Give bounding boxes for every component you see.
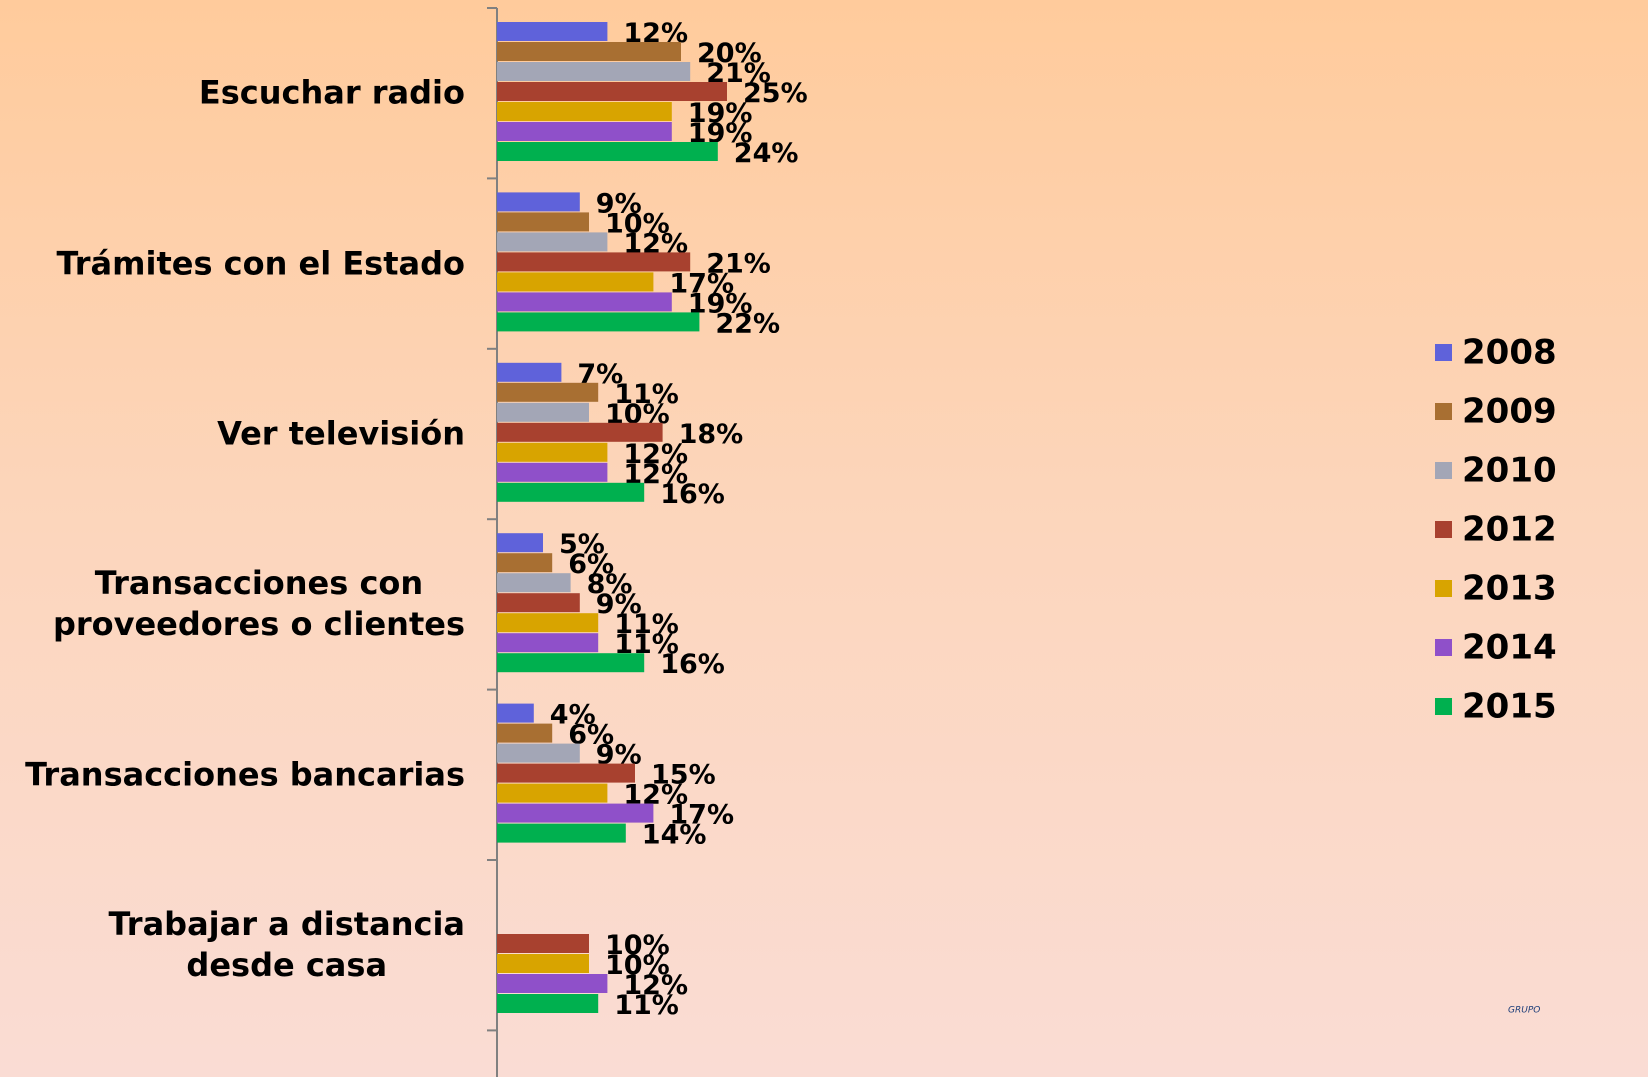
value-label: 12% — [623, 970, 688, 1001]
value-label: 19% — [688, 98, 753, 129]
value-label: 24% — [734, 138, 799, 169]
bar — [497, 954, 589, 973]
legend-label: 2008 — [1462, 333, 1557, 373]
bar — [497, 142, 718, 161]
category-label: Ver televisión — [217, 414, 465, 453]
value-label: 6% — [568, 549, 614, 580]
value-label: 22% — [715, 308, 780, 339]
category-label: Trámites con el Estado — [56, 244, 465, 283]
value-label: 16% — [660, 479, 725, 510]
bar — [497, 82, 727, 101]
value-label: 9% — [596, 589, 642, 620]
bar — [497, 252, 691, 272]
legend-label: 2012 — [1462, 510, 1557, 550]
value-label: 17% — [669, 800, 734, 831]
bar — [497, 934, 589, 953]
bar — [497, 653, 645, 673]
bar — [497, 462, 608, 482]
bar — [497, 723, 553, 743]
bar — [497, 232, 608, 252]
value-label: 16% — [660, 649, 725, 680]
bar — [497, 613, 599, 633]
bar — [497, 593, 580, 613]
bar — [497, 402, 589, 422]
legend-label: 2015 — [1462, 687, 1557, 727]
bar — [497, 22, 608, 41]
bar — [497, 482, 645, 502]
bar — [497, 382, 599, 402]
bar — [497, 823, 626, 843]
value-label: 15% — [651, 760, 716, 791]
legend-label: 2013 — [1462, 569, 1557, 609]
value-label: 10% — [605, 950, 670, 981]
legend-swatch — [1435, 639, 1452, 656]
bar — [497, 533, 543, 553]
value-label: 14% — [642, 820, 707, 851]
bar — [497, 312, 700, 332]
category-label: Trabajar a distancia desde casa — [108, 905, 465, 985]
legend-swatch — [1435, 580, 1452, 597]
value-label: 9% — [596, 188, 642, 219]
legend-swatch — [1435, 698, 1452, 715]
bar — [497, 122, 672, 141]
bar — [497, 783, 608, 803]
value-label: 25% — [743, 78, 808, 109]
bar — [497, 102, 672, 121]
bar — [497, 974, 608, 993]
bar — [497, 42, 681, 61]
legend-label: 2010 — [1462, 451, 1557, 491]
bar — [497, 62, 691, 81]
legend-label: 2014 — [1462, 628, 1557, 668]
bar — [497, 994, 599, 1013]
logo-text: GRUPO — [1508, 1006, 1540, 1016]
legend-swatch — [1435, 403, 1452, 420]
bar — [497, 703, 534, 723]
bar — [497, 573, 571, 593]
value-label: 20% — [697, 38, 762, 69]
category-label: Escuchar radio — [198, 73, 465, 112]
bar — [497, 633, 599, 653]
value-label: 21% — [706, 248, 771, 279]
category-label: Transacciones bancarias — [25, 755, 465, 794]
bar — [497, 292, 672, 312]
bar — [497, 422, 663, 442]
bar — [497, 212, 589, 232]
legend-swatch — [1435, 344, 1452, 361]
bar — [497, 192, 580, 212]
bar — [497, 553, 553, 573]
value-label: 10% — [605, 930, 670, 961]
bar — [497, 362, 562, 382]
value-label: 18% — [679, 419, 744, 450]
bar — [497, 803, 654, 823]
value-label: 4% — [550, 700, 596, 731]
legend-swatch — [1435, 462, 1452, 479]
value-label: 12% — [623, 439, 688, 470]
value-label: 17% — [669, 268, 734, 299]
value-label: 10% — [605, 208, 670, 239]
value-label: 8% — [587, 569, 633, 600]
legend-label: 2009 — [1462, 392, 1557, 432]
value-label: 11% — [614, 379, 679, 410]
bar — [497, 272, 654, 292]
bar — [497, 442, 608, 462]
bar — [497, 743, 580, 763]
category-label: Transacciones con proveedores o clientes — [52, 564, 465, 644]
value-label: 11% — [614, 609, 679, 640]
bar — [497, 763, 635, 783]
value-label: 11% — [614, 990, 679, 1021]
legend-swatch — [1435, 521, 1452, 538]
value-label: 5% — [559, 529, 605, 560]
